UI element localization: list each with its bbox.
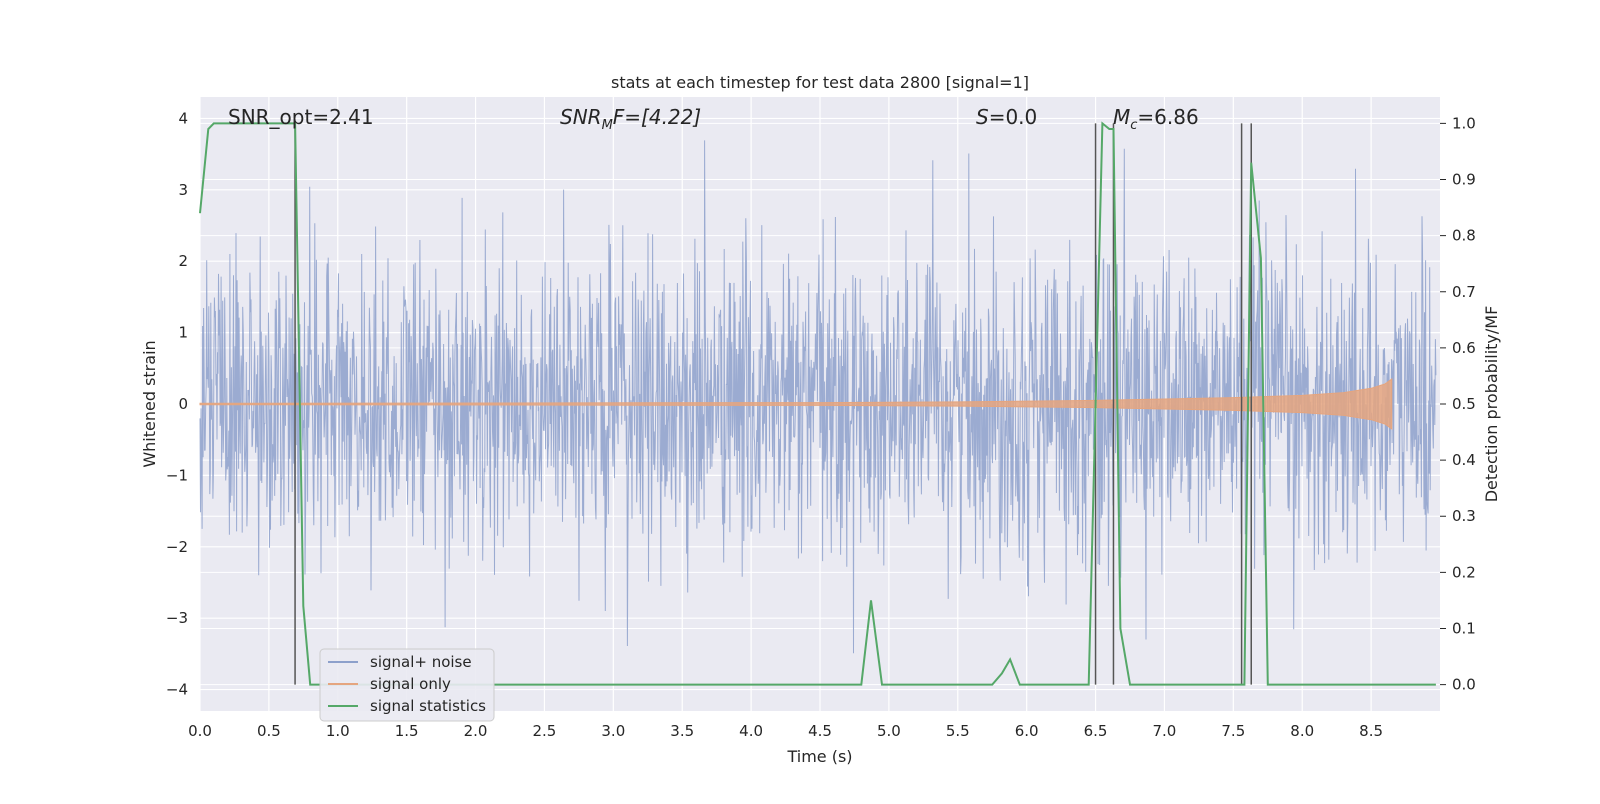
- y-left-tick-label: 2: [178, 252, 188, 270]
- x-tick-label: 6.0: [1015, 722, 1039, 740]
- y-left-tick-label: −2: [166, 538, 188, 556]
- y-right-tick-label: 0.4: [1452, 451, 1476, 469]
- y-left-ticks: 4 3 2 1 0 −1 −2 −3 −4: [166, 109, 188, 698]
- y-axis-label-left: Whitened strain: [140, 340, 159, 467]
- y-left-tick-label: 1: [178, 324, 188, 342]
- x-tick-label: 3.5: [670, 722, 694, 740]
- y-left-tick-label: 3: [178, 181, 188, 199]
- x-tick-label: 0.0: [188, 722, 212, 740]
- y-axis-label-right: Detection probability/MF: [1482, 306, 1501, 503]
- x-tick-label: 8.5: [1359, 722, 1383, 740]
- annotation-snr-mf-main: SNR: [560, 105, 602, 129]
- noise-trace: [199, 140, 1437, 654]
- y-right-tick-label: 0.2: [1452, 563, 1476, 581]
- annotation-snr-mf-sub: M: [602, 118, 613, 133]
- x-tick-label: 1.5: [395, 722, 419, 740]
- y-left-tick-label: −4: [166, 681, 188, 699]
- y-right-tick-label: 0.5: [1452, 395, 1476, 413]
- annotation-s-main: S: [976, 105, 989, 129]
- x-tick-label: 5.0: [877, 722, 901, 740]
- annotation-mc-main: M: [1113, 105, 1130, 129]
- annotation-mc-sub: c: [1130, 118, 1137, 133]
- y-right-tick-label: 0.1: [1452, 619, 1476, 637]
- legend-stats-label: signal statistics: [370, 697, 486, 715]
- stats-series: [199, 121, 1436, 686]
- y-right-tick-label: 0.6: [1452, 339, 1476, 357]
- x-tick-label: 7.5: [1221, 722, 1245, 740]
- noise-series: [199, 140, 1437, 654]
- y-right-tick-label: 0.7: [1452, 283, 1476, 301]
- annotation-snr-opt: SNR_opt=2.41: [228, 105, 374, 129]
- x-tick-label: 5.5: [946, 722, 970, 740]
- x-tick-label: 1.0: [326, 722, 350, 740]
- x-tick-label: 6.5: [1084, 722, 1108, 740]
- x-tick-label: 8.0: [1290, 722, 1314, 740]
- y-right-tick-label: 0.9: [1452, 171, 1476, 189]
- y-left-tick-label: 0: [178, 395, 188, 413]
- stats-line: [199, 121, 1436, 686]
- annotation-s: S=0.0: [976, 105, 1037, 129]
- x-axis-ticks: 0.0 0.5 1.0 1.5 2.0 2.5 3.0 3.5 4.0 4.5 5.0 5.5 6.0 6…: [188, 722, 1383, 740]
- legend-noise-label: signal+ noise: [370, 653, 472, 671]
- x-tick-label: 2.0: [464, 722, 488, 740]
- signal-series: [199, 378, 1393, 430]
- annotation-mc-rest: =6.86: [1137, 105, 1198, 129]
- y-left-tick-label: 4: [178, 109, 188, 127]
- x-tick-label: 4.0: [739, 722, 763, 740]
- y-right-tick-label: 0.8: [1452, 227, 1476, 245]
- y-right-tick-label: 0.0: [1452, 676, 1476, 694]
- legend-box: [319, 648, 495, 722]
- y-right-ticks: 1.0 0.9 0.8 0.7 0.6 0.5 0.4 0.3 0.2 0.1 0.0: [1440, 114, 1476, 694]
- x-axis-label: Time (s): [786, 747, 852, 766]
- chart-title: stats at each timestep for test data 280…: [611, 73, 1029, 92]
- legend: signal+ noise signal only signal statist…: [319, 648, 495, 722]
- legend-signal-label: signal only: [370, 675, 451, 693]
- x-tick-label: 2.5: [533, 722, 557, 740]
- x-tick-label: 0.5: [257, 722, 281, 740]
- signal-envelope: [199, 378, 1393, 430]
- x-tick-label: 4.5: [808, 722, 832, 740]
- y-right-tick-label: 1.0: [1452, 114, 1476, 132]
- annotation-mc: Mc=6.86: [1113, 105, 1199, 133]
- y-left-tick-label: −3: [166, 609, 188, 627]
- y-right-tick-label: 0.3: [1452, 507, 1476, 525]
- annotation-snr-mf-rest: F=[4.22]: [613, 105, 701, 129]
- y-left-tick-label: −1: [166, 466, 188, 484]
- annotation-s-rest: =0.0: [989, 105, 1038, 129]
- x-tick-label: 3.0: [601, 722, 625, 740]
- x-tick-label: 7.0: [1153, 722, 1177, 740]
- annotation-snr-mf: SNRMF=[4.22]: [560, 105, 701, 133]
